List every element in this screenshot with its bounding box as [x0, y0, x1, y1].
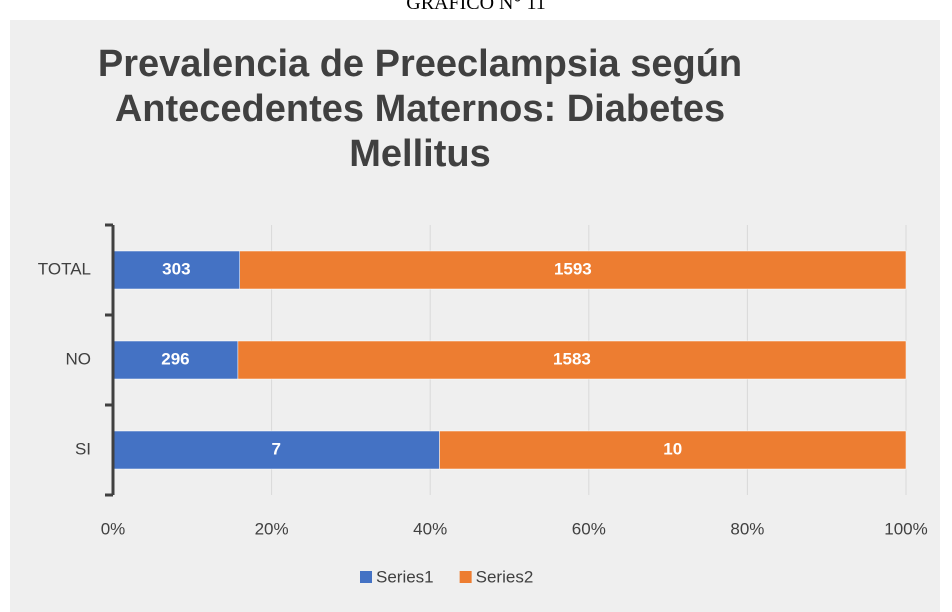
legend-label: Series1: [376, 567, 434, 586]
bar-segment: [237, 340, 907, 380]
y-tick-label: SI: [75, 439, 91, 458]
bar-segment: [239, 250, 907, 290]
header: GRÁFICO N° 11: [406, 0, 546, 14]
legend-label: Series2: [476, 567, 534, 586]
x-tick-label: 0%: [101, 519, 126, 538]
data-label: 1583: [553, 349, 591, 368]
data-label: 10: [663, 439, 682, 458]
bar-segment: [439, 430, 907, 470]
data-label: 1593: [554, 259, 592, 278]
x-tick-label: 60%: [572, 519, 606, 538]
data-label: 296: [161, 349, 189, 368]
x-tick-label: 20%: [255, 519, 289, 538]
bar-segment: [112, 250, 240, 290]
y-tick-label: NO: [66, 349, 92, 368]
bar-segment: [112, 430, 440, 470]
legend-swatch: [459, 571, 472, 583]
x-tick-label: 40%: [413, 519, 447, 538]
legend-swatch: [360, 571, 372, 583]
y-tick-label: TOTAL: [38, 259, 91, 278]
x-tick-label: 100%: [884, 519, 927, 538]
chart-background: [10, 20, 940, 612]
chart-title: Prevalencia de Preeclampsia según Antece…: [97, 43, 743, 175]
data-label: 303: [162, 259, 190, 278]
data-label: 7: [272, 439, 281, 458]
x-tick-label: 80%: [730, 519, 764, 538]
